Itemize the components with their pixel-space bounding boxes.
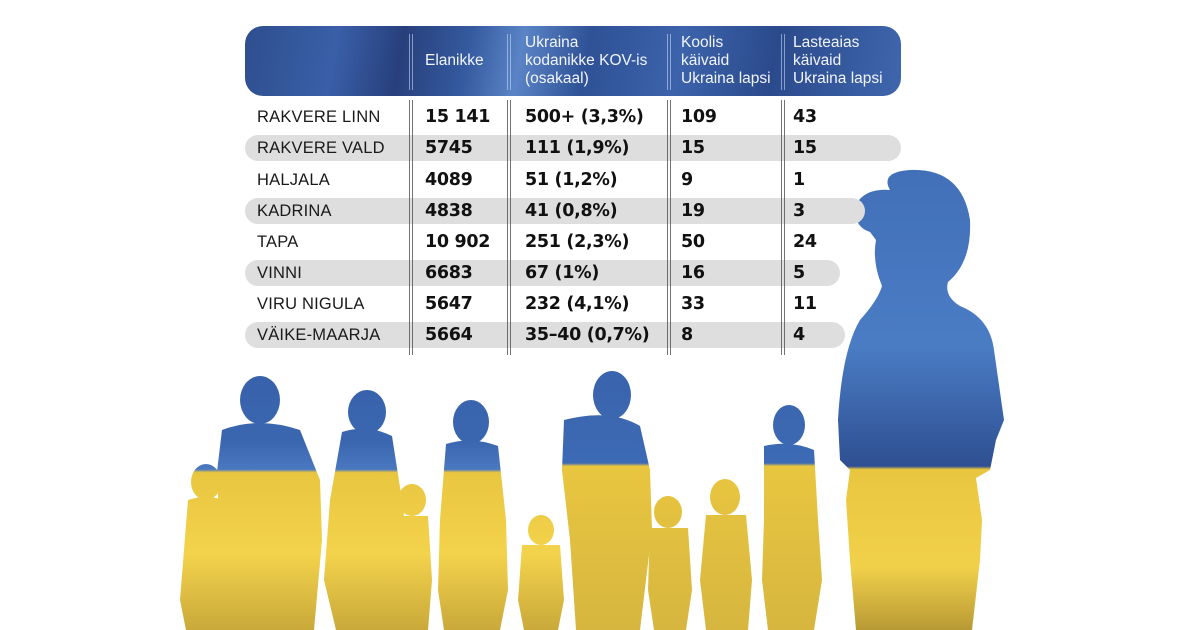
table-row: HALJALA 4089 51 (1,2%) 9 1: [245, 167, 901, 193]
ukrainian-citizens-value: 41 (0,8%): [525, 201, 618, 221]
population-value: 5647: [425, 294, 473, 314]
table-row: VÄIKE-MAARJA 5664 35–40 (0,7%) 8 4: [245, 322, 845, 348]
header-ukrainian-citizens: Ukraina kodanikke KOV-is (osakaal): [525, 34, 648, 87]
column-divider: [781, 100, 785, 355]
school-children-value: 19: [681, 201, 705, 221]
population-value: 5664: [425, 325, 473, 345]
table-header: Elanikke Ukraina kodanikke KOV-is (osaka…: [245, 26, 901, 96]
table-row: VINNI 6683 67 (1%) 16 5: [245, 260, 840, 286]
column-divider: [667, 34, 671, 90]
kindergarten-children-value: 4: [793, 325, 805, 345]
ukrainian-citizens-value: 111 (1,9%): [525, 138, 630, 158]
municipality-name: VINNI: [257, 264, 303, 282]
school-children-value: 8: [681, 325, 693, 345]
kindergarten-children-value: 43: [793, 107, 817, 127]
municipality-name: RAKVERE VALD: [257, 139, 385, 157]
population-value: 10 902: [425, 232, 491, 252]
municipality-name: VÄIKE-MAARJA: [257, 326, 381, 344]
school-children-value: 15: [681, 138, 705, 158]
population-value: 5745: [425, 138, 473, 158]
table-row: VIRU NIGULA 5647 232 (4,1%) 33 11: [245, 291, 901, 317]
kindergarten-children-value: 11: [793, 294, 817, 314]
ukrainian-citizens-value: 251 (2,3%): [525, 232, 630, 252]
municipality-name: TAPA: [257, 233, 299, 251]
municipality-name: KADRINA: [257, 202, 332, 220]
header-kindergarten-children: Lasteaias käivaid Ukraina lapsi: [793, 34, 883, 87]
kindergarten-children-value: 24: [793, 232, 817, 252]
municipality-name: RAKVERE LINN: [257, 108, 381, 126]
kindergarten-children-value: 5: [793, 263, 805, 283]
municipality-name: VIRU NIGULA: [257, 295, 365, 313]
column-divider: [409, 34, 413, 90]
population-value: 4089: [425, 170, 473, 190]
school-children-value: 16: [681, 263, 705, 283]
population-value: 15 141: [425, 107, 491, 127]
column-divider: [507, 100, 511, 355]
kindergarten-children-value: 1: [793, 170, 805, 190]
kindergarten-children-value: 15: [793, 138, 817, 158]
table-row: KADRINA 4838 41 (0,8%) 19 3: [245, 198, 865, 224]
header-school-children: Koolis käivaid Ukraina lapsi: [681, 34, 771, 87]
ukrainian-citizens-value: 35–40 (0,7%): [525, 325, 650, 345]
column-divider: [409, 100, 413, 355]
table-row: TAPA 10 902 251 (2,3%) 50 24: [245, 229, 901, 255]
school-children-value: 33: [681, 294, 705, 314]
ukrainian-citizens-value: 232 (4,1%): [525, 294, 630, 314]
column-divider: [507, 34, 511, 90]
header-population: Elanikke: [425, 52, 484, 69]
column-divider: [781, 34, 785, 90]
population-value: 6683: [425, 263, 473, 283]
kindergarten-children-value: 3: [793, 201, 805, 221]
table-row: RAKVERE VALD 5745 111 (1,9%) 15 15: [245, 135, 901, 161]
ukrainian-citizens-value: 67 (1%): [525, 263, 600, 283]
population-value: 4838: [425, 201, 473, 221]
table-row: RAKVERE LINN 15 141 500+ (3,3%) 109 43: [245, 104, 901, 130]
ukrainian-citizens-value: 51 (1,2%): [525, 170, 618, 190]
school-children-value: 9: [681, 170, 693, 190]
column-divider: [667, 100, 671, 355]
ukrainian-citizens-value: 500+ (3,3%): [525, 107, 644, 127]
municipality-name: HALJALA: [257, 171, 330, 189]
school-children-value: 50: [681, 232, 705, 252]
school-children-value: 109: [681, 107, 717, 127]
